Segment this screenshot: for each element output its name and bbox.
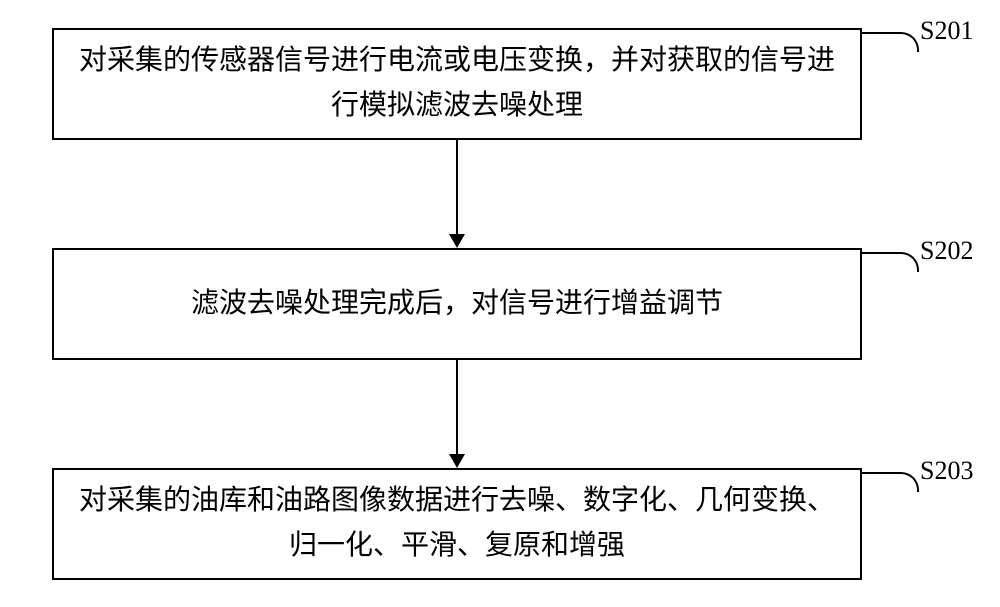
flow-step-text: 对采集的油库和油路图像数据进行去噪、数字化、几何变换、归一化、平滑、复原和增强 bbox=[74, 479, 840, 569]
flow-step-label-s202: S202 bbox=[920, 236, 973, 266]
flow-step-s202: 滤波去噪处理完成后，对信号进行增益调节 bbox=[52, 248, 862, 360]
flow-arrow-1-line bbox=[456, 140, 458, 234]
flow-step-text: 滤波去噪处理完成后，对信号进行增益调节 bbox=[191, 282, 723, 327]
flow-arrow-2-line bbox=[456, 360, 458, 454]
label-leader-s203 bbox=[861, 472, 919, 492]
label-leader-s202 bbox=[861, 252, 919, 272]
flow-step-s203: 对采集的油库和油路图像数据进行去噪、数字化、几何变换、归一化、平滑、复原和增强 bbox=[52, 468, 862, 580]
flow-arrow-1-head bbox=[449, 234, 465, 248]
label-leader-s201 bbox=[861, 32, 919, 52]
flowchart-canvas: 对采集的传感器信号进行电流或电压变换，并对获取的信号进行模拟滤波去噪处理 S20… bbox=[0, 0, 1000, 607]
flow-step-s201: 对采集的传感器信号进行电流或电压变换，并对获取的信号进行模拟滤波去噪处理 bbox=[52, 28, 862, 140]
flow-step-label-s201: S201 bbox=[920, 16, 973, 46]
flow-step-label-s203: S203 bbox=[920, 456, 973, 486]
flow-step-text: 对采集的传感器信号进行电流或电压变换，并对获取的信号进行模拟滤波去噪处理 bbox=[74, 39, 840, 129]
flow-arrow-2-head bbox=[449, 454, 465, 468]
